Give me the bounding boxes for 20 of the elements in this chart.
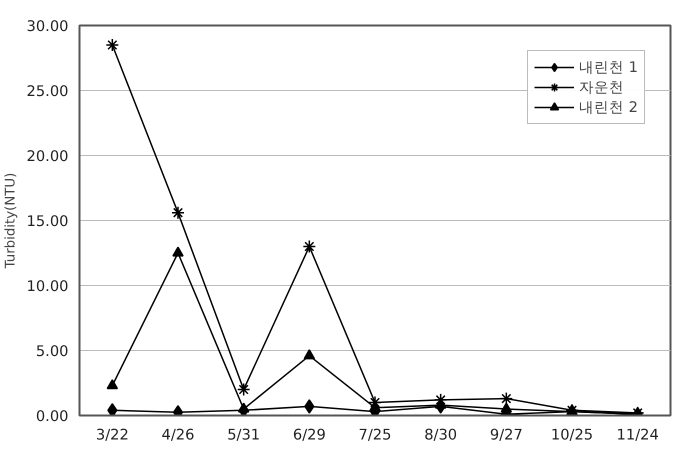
x-tick-label: 10/25 [550,426,594,444]
legend-label: 내린천 1 [579,58,638,76]
y-tick-label: 20.00 [26,148,69,165]
y-tick-label: 25.00 [26,83,69,100]
y-tick-label: 10.00 [26,278,69,295]
x-tick-label: 8/30 [424,426,458,444]
x-tick-label: 6/29 [292,426,326,444]
legend-label: 내린천 2 [579,98,638,116]
x-tick-label: 7/25 [358,426,392,444]
y-tick-label: 0.00 [36,408,69,425]
x-tick-label: 3/22 [96,426,129,444]
x-tick-label: 4/26 [162,426,194,444]
x-tick-label: 5/31 [227,426,260,444]
x-tick-label: 11/24 [616,426,659,444]
y-tick-label: 15.00 [26,213,69,230]
y-tick-label: 5.00 [36,343,69,360]
x-tick-label: 9/27 [490,426,523,444]
legend-label: 자운천 [579,78,624,96]
y-axis-title: Turbidity(NTU) [4,172,19,270]
y-tick-label: 30.00 [26,18,69,35]
